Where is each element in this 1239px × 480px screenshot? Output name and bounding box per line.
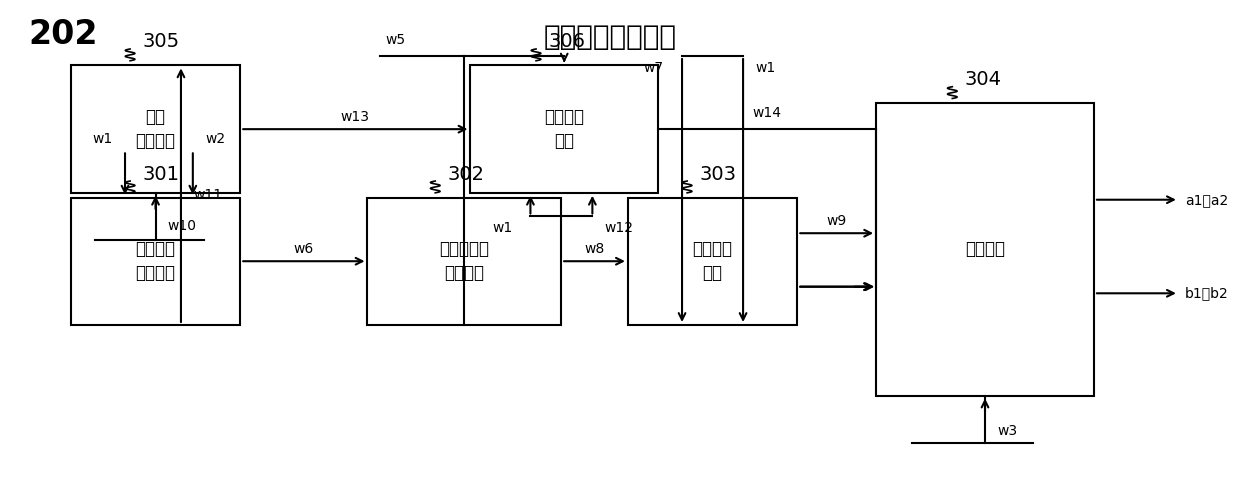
Text: w11: w11	[193, 188, 222, 202]
Text: 202: 202	[28, 18, 98, 51]
Text: w1: w1	[756, 61, 776, 75]
Text: 位宽转换
模块: 位宽转换 模块	[544, 108, 585, 150]
Bar	[471, 65, 658, 193]
Text: 伪随机序列
生成模块: 伪随机序列 生成模块	[440, 240, 489, 282]
Text: w9: w9	[826, 215, 846, 228]
Text: 映射模块: 映射模块	[965, 240, 1005, 258]
Text: w2: w2	[204, 132, 225, 145]
Text: w13: w13	[341, 110, 369, 124]
Text: 正交幅度控制单元: 正交幅度控制单元	[543, 23, 676, 51]
Text: a1或a2: a1或a2	[1184, 192, 1228, 207]
Text: 304: 304	[964, 70, 1001, 89]
Bar	[71, 65, 240, 193]
Text: w1: w1	[93, 132, 113, 145]
Bar	[628, 198, 798, 325]
Text: 302: 302	[447, 165, 484, 183]
Text: w14: w14	[752, 106, 782, 120]
Text: w5: w5	[385, 33, 405, 47]
Text: 存储
控制模块: 存储 控制模块	[135, 108, 176, 150]
Text: w6: w6	[294, 242, 313, 256]
Text: 串并转换
模块: 串并转换 模块	[693, 240, 732, 282]
Text: w3: w3	[997, 424, 1017, 438]
Bar	[71, 198, 240, 325]
Text: w7: w7	[644, 61, 664, 75]
Text: 305: 305	[142, 33, 180, 51]
Text: 基带速率
控制模块: 基带速率 控制模块	[135, 240, 176, 282]
Bar	[368, 198, 561, 325]
Text: 301: 301	[142, 165, 180, 183]
Text: w10: w10	[167, 219, 197, 233]
Text: 306: 306	[548, 33, 585, 51]
Text: w12: w12	[605, 221, 633, 235]
Text: 303: 303	[699, 165, 736, 183]
Text: b1或b2: b1或b2	[1184, 286, 1229, 300]
Text: w8: w8	[585, 242, 605, 256]
Text: w1: w1	[492, 221, 512, 235]
Bar	[876, 103, 1094, 396]
